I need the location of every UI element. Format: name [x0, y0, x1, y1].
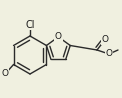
Text: O: O [102, 35, 108, 44]
Text: O: O [1, 69, 8, 78]
Text: O: O [55, 32, 62, 41]
Text: O: O [106, 49, 112, 58]
Text: Cl: Cl [25, 20, 35, 29]
